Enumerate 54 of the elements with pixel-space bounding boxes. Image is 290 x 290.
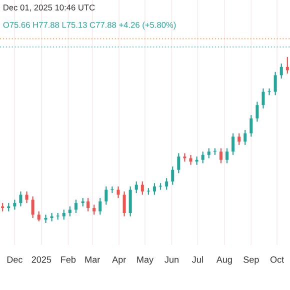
candlestick xyxy=(238,132,241,146)
x-tick-label: Apr xyxy=(112,256,126,265)
candlestick xyxy=(25,190,28,204)
x-tick-label: Mar xyxy=(85,256,100,263)
candlestick xyxy=(140,180,144,196)
candlestick xyxy=(280,63,283,80)
x-tick-label: 2025 xyxy=(32,256,52,263)
candlestick xyxy=(219,148,222,164)
candlestick xyxy=(44,214,48,224)
candlestick xyxy=(74,199,78,214)
candlestick xyxy=(31,196,34,219)
text: Dec 01, 2025 10:46 UTC xyxy=(4,4,95,12)
text: O75.66 H77.88 L75.13 C77.88 +4.26 (+5.80%) xyxy=(3,22,176,30)
candlestick xyxy=(171,166,174,186)
candlestick xyxy=(152,182,156,196)
candlestick xyxy=(268,88,271,96)
candlestick xyxy=(165,178,168,190)
candlestick xyxy=(98,198,102,216)
candlestick xyxy=(262,88,265,109)
candlestick xyxy=(134,180,138,194)
candlestick xyxy=(183,152,186,162)
candlestick xyxy=(225,148,229,164)
candlestick xyxy=(232,132,235,156)
x-tick-label: Aug xyxy=(216,256,232,265)
candlestick xyxy=(110,186,114,194)
x-tick-label: Jun xyxy=(164,256,178,263)
candlestick xyxy=(256,101,259,122)
candlestick xyxy=(116,186,120,199)
candlestick xyxy=(207,148,210,159)
candlestick xyxy=(86,198,90,212)
x-tick-label: Dec xyxy=(7,256,22,263)
candlestick xyxy=(13,199,16,210)
candlestick xyxy=(189,154,192,166)
candlestick xyxy=(68,206,72,217)
candlestick xyxy=(104,186,108,206)
candlestick xyxy=(50,212,54,222)
candlestick xyxy=(19,190,22,207)
candlestick xyxy=(286,56,289,74)
x-tick-label: Oct xyxy=(270,256,284,263)
x-tick-label: May xyxy=(137,256,154,265)
candlestick xyxy=(244,129,247,146)
candlestick xyxy=(92,204,96,216)
x-tick-label: Feb xyxy=(61,256,76,263)
candlestick xyxy=(177,152,180,174)
candlestick xyxy=(195,156,198,166)
candlestick xyxy=(122,190,126,217)
x-tick-label: Jul xyxy=(192,256,203,263)
candlestick xyxy=(37,210,40,222)
candlestick xyxy=(201,151,204,164)
candlestick xyxy=(128,186,132,217)
x-tick-label: Sep xyxy=(244,256,259,265)
candlestick xyxy=(250,114,253,138)
candlestick xyxy=(274,71,277,96)
candlestick xyxy=(62,209,66,220)
